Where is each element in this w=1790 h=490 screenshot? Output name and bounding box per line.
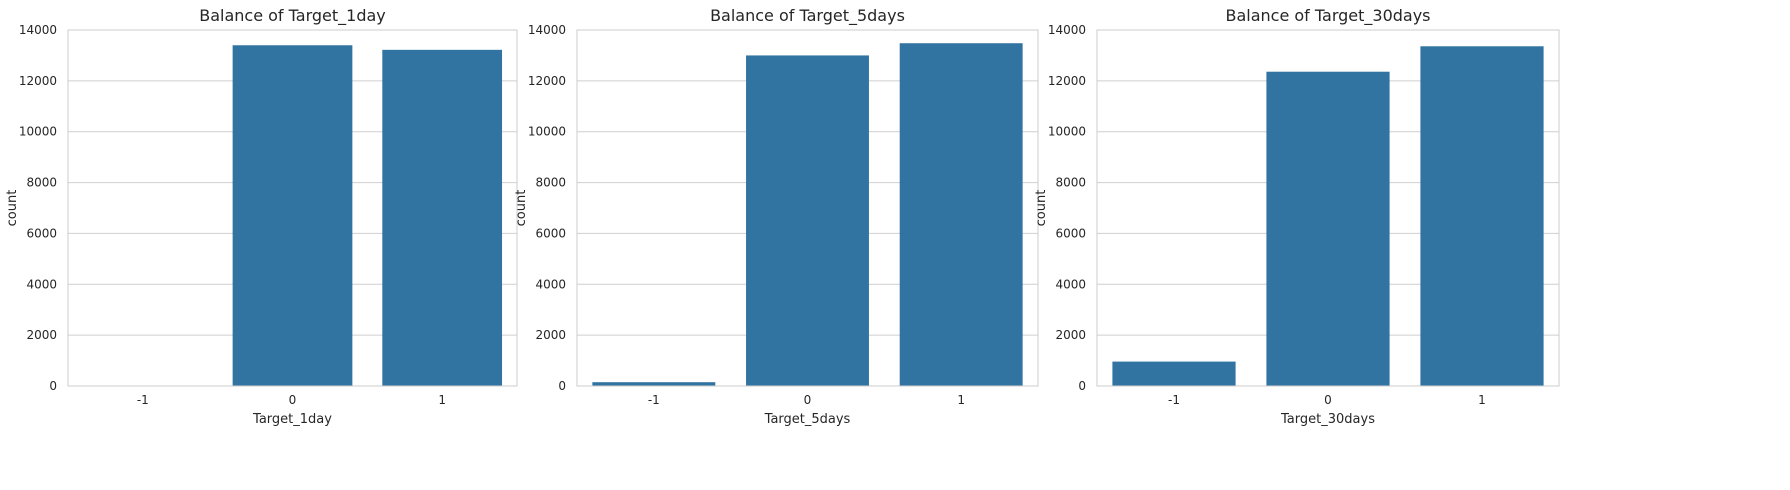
y-tick-label: 4000 [535,277,566,291]
x-tick-label: -1 [648,393,660,407]
chart-title: Balance of Target_5days [710,6,905,26]
y-tick-label: 0 [1078,379,1086,393]
y-tick-label: 4000 [1055,277,1086,291]
chart-title: Balance of Target_1day [199,6,386,26]
bar [1266,71,1390,387]
y-tick-label: 6000 [26,226,57,240]
y-tick-label: 4000 [26,277,57,291]
y-tick-label: 2000 [1055,328,1086,342]
y-tick-label: 6000 [1055,226,1086,240]
chart-panel-2: 0 2000 4000 6000 8000 10000 12000 14000 -1 0 1 Bala… [514,6,1039,427]
y-tick-label: 0 [558,379,566,393]
y-tick-label: 12000 [1048,74,1086,88]
bar [746,55,869,387]
bar [1420,46,1544,386]
y-axis-label: count [514,190,529,227]
y-tick-label: 0 [49,379,57,393]
chart-panel-1: 0 2000 4000 6000 8000 10000 12000 14000 -1 0 1 Bala… [5,6,518,427]
y-tick-label: 10000 [1048,125,1086,139]
y-axis-label: count [1034,190,1049,227]
chart-title: Balance of Target_30days [1225,6,1430,26]
x-tick-label: 1 [1478,393,1486,407]
x-tick-label: 0 [1324,393,1332,407]
y-tick-label: 14000 [528,23,566,37]
y-tick-label: 12000 [19,74,57,88]
x-tick-label: 0 [289,393,297,407]
bar [592,382,716,386]
y-tick-label: 8000 [1055,176,1086,190]
chart-panel-3: 0 2000 4000 6000 8000 10000 12000 14000 -1 0 1 Bala… [1034,6,1560,427]
y-tick-label: 8000 [535,176,566,190]
x-tick-label: -1 [1168,393,1180,407]
y-tick-label: 12000 [528,74,566,88]
bar [1112,361,1236,386]
axes-frame [67,29,518,387]
bar [899,43,1023,386]
axes-frame [1096,29,1560,387]
bar [382,49,503,386]
y-tick-label: 2000 [535,328,566,342]
y-tick-label: 14000 [19,23,57,37]
y-axis-label: count [5,190,20,227]
y-tick-label: 14000 [1048,23,1086,37]
x-axis-label: Target_1day [252,412,332,427]
x-axis-label: Target_30days [1280,412,1375,427]
y-tick-label: 10000 [19,125,57,139]
x-tick-label: -1 [137,393,149,407]
y-tick-label: 2000 [26,328,57,342]
y-tick-label: 10000 [528,125,566,139]
bar [232,45,353,386]
y-tick-label: 6000 [535,226,566,240]
x-tick-label: 1 [957,393,965,407]
x-axis-label: Target_5days [764,412,851,427]
axes-frame [576,29,1039,387]
x-tick-label: 1 [438,393,446,407]
y-tick-label: 8000 [26,176,57,190]
x-tick-label: 0 [804,393,812,407]
